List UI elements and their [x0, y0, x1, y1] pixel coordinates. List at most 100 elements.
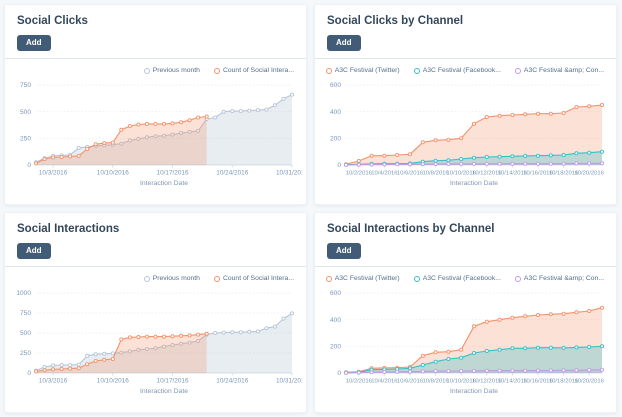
x-axis-tick-label: 10/6/2016 — [397, 379, 424, 385]
y-axis-tick-label: 750 — [20, 82, 31, 89]
x-axis-tick-label: 10/18/2016 — [549, 379, 579, 385]
legend-item[interactable]: A3C Festival &amp; Con... — [514, 67, 604, 74]
series-marker — [433, 359, 438, 364]
series-marker — [548, 153, 553, 158]
series-marker — [144, 121, 149, 126]
legend-item[interactable]: Count of Social Intera... — [213, 275, 294, 282]
series-marker — [446, 368, 451, 373]
series-marker — [382, 369, 387, 374]
series-marker — [561, 111, 566, 116]
series-marker — [369, 153, 374, 158]
series-marker — [484, 319, 489, 324]
legend-item[interactable]: Previous month — [143, 67, 200, 74]
chart-canvas: 0 250 500 750 10/3/2016 10/10/2016 10/17/2016 1… — [20, 82, 302, 187]
x-axis-tick-label: 10/6/2016 — [397, 171, 424, 177]
series-marker — [119, 350, 124, 355]
x-axis-tick-label: 10/20/2016 — [574, 379, 604, 385]
series-marker — [179, 333, 184, 338]
series-marker — [110, 140, 115, 145]
series-marker — [187, 333, 192, 338]
series-marker — [574, 161, 579, 166]
series-marker — [523, 314, 528, 319]
series-marker — [290, 311, 295, 316]
series-area — [346, 346, 602, 373]
series-marker — [587, 309, 592, 314]
series-marker — [76, 366, 81, 371]
x-axis-tick-label: 10/4/2016 — [371, 171, 398, 177]
series-marker — [102, 351, 107, 356]
series-marker — [85, 146, 90, 151]
series-marker — [587, 368, 592, 373]
x-axis-tick-label: 10/18/2016 — [549, 171, 579, 177]
series-marker — [471, 350, 476, 355]
series-marker — [535, 111, 540, 116]
x-axis-tick-label: 10/14/2016 — [498, 379, 528, 385]
x-axis-tick-label: 10/24/2016 — [216, 170, 248, 177]
series-marker — [119, 337, 124, 342]
series-marker — [272, 103, 277, 108]
legend-label: Previous month — [152, 67, 200, 74]
y-axis-tick-label: 400 — [330, 109, 341, 116]
series-marker — [264, 107, 269, 112]
x-axis-tick-label: 10/10/2016 — [446, 379, 476, 385]
series-marker — [34, 369, 39, 374]
divider — [5, 266, 306, 267]
series-area — [36, 94, 292, 165]
legend-label: A3C Festival (Twitter) — [334, 67, 400, 74]
x-axis-tick-label: 10/10/2016 — [97, 170, 129, 177]
area-chart-social-interactions-by-channel: 0 200 400 600 10/2/2016 10/4/2016 10/6/2016 10/… — [320, 285, 611, 412]
series-marker — [59, 154, 64, 159]
series-marker — [561, 368, 566, 373]
series-marker — [102, 357, 107, 362]
series-marker — [204, 331, 209, 336]
y-axis-tick-label: 500 — [20, 330, 31, 337]
y-axis-tick-label: 200 — [330, 344, 341, 351]
legend-label: A3C Festival (Twitter) — [334, 275, 400, 282]
x-axis-tick-label: 10/4/2016 — [371, 379, 398, 385]
legend-item[interactable]: A3C Festival &amp; Con... — [514, 275, 604, 282]
series-marker — [561, 161, 566, 166]
legend-item[interactable]: Previous month — [143, 275, 200, 282]
card-social-interactions-by-channel: Social Interactions by Channel Add A3C F… — [314, 212, 617, 413]
legend-label: A3C Festival &amp; Con... — [523, 67, 604, 74]
add-button[interactable]: Add — [17, 35, 51, 51]
series-marker — [459, 156, 464, 161]
legend-marker-icon — [143, 67, 150, 74]
legend-item[interactable]: A3C Festival (Facebook... — [413, 275, 501, 282]
legend-item[interactable]: A3C Festival (Facebook... — [413, 67, 501, 74]
add-button[interactable]: Add — [17, 243, 51, 259]
x-axis-title: Interaction Date — [140, 180, 188, 187]
series-marker — [238, 330, 243, 335]
series-marker — [144, 347, 149, 352]
series-marker — [51, 155, 56, 160]
series-marker — [510, 346, 515, 351]
legend-item[interactable]: A3C Festival (Twitter) — [325, 275, 400, 282]
series-marker — [369, 162, 374, 167]
series-marker — [433, 162, 438, 167]
series-marker — [93, 142, 98, 147]
series-marker — [93, 352, 98, 357]
series-marker — [548, 312, 553, 317]
series-marker — [587, 345, 592, 350]
legend-marker-icon — [213, 275, 220, 282]
x-axis-tick-label: 10/14/2016 — [498, 171, 528, 177]
y-axis-tick-label: 0 — [337, 370, 341, 377]
series-marker — [136, 136, 141, 141]
series-marker — [51, 367, 56, 372]
series-marker — [213, 115, 218, 120]
series-marker — [136, 122, 141, 127]
series-marker — [127, 335, 132, 340]
series-marker — [446, 137, 451, 142]
series-marker — [548, 111, 553, 116]
add-button[interactable]: Add — [327, 35, 361, 51]
series-marker — [395, 152, 400, 157]
series-marker — [161, 344, 166, 349]
legend-item[interactable]: Count of Social Intera... — [213, 67, 294, 74]
add-button[interactable]: Add — [327, 243, 361, 259]
divider — [315, 58, 616, 59]
series-marker — [587, 150, 592, 155]
legend-label: Count of Social Intera... — [222, 275, 294, 282]
legend-marker-icon — [213, 67, 220, 74]
legend-item[interactable]: A3C Festival (Twitter) — [325, 67, 400, 74]
series-marker — [136, 335, 141, 340]
